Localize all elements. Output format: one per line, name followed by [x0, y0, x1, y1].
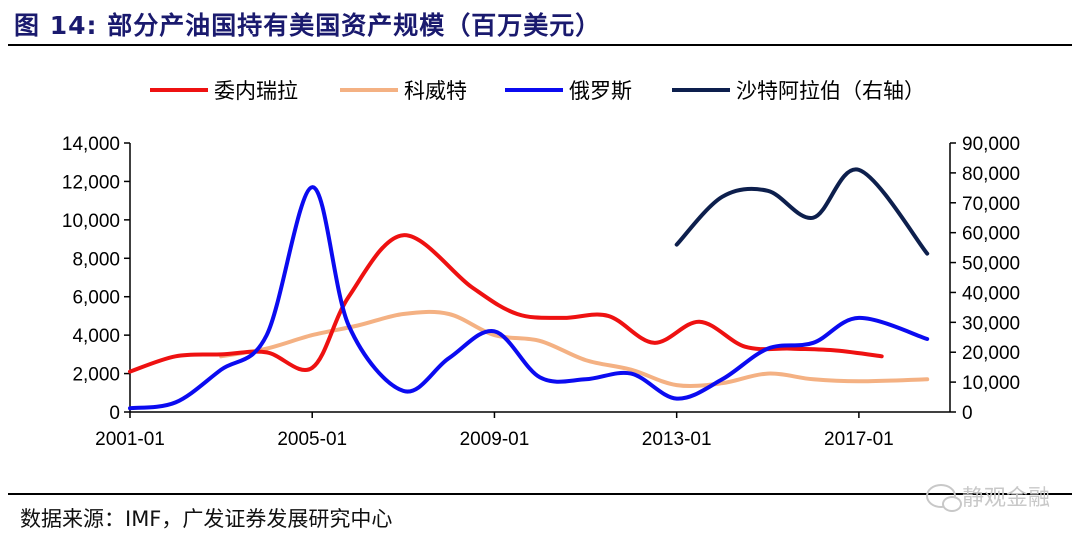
legend-label-2: 俄罗斯 — [569, 79, 632, 103]
series-lines — [128, 167, 930, 411]
chart-title: 图 14: 部分产油国持有美国资产规模（百万美元） — [14, 11, 602, 40]
left-tick-label: 12,000 — [62, 172, 120, 193]
right-tick-label: 90,000 — [962, 134, 1020, 155]
x-tick-label: 2001-01 — [95, 429, 165, 450]
legend-label-0: 委内瑞拉 — [214, 79, 298, 103]
left-tick-label: 6,000 — [72, 288, 120, 309]
right-tick-label: 0 — [962, 403, 973, 424]
series-line-1 — [219, 309, 930, 388]
source-rule — [8, 493, 1072, 495]
x-tick-label: 2013-01 — [642, 429, 712, 450]
right-tick-label: 20,000 — [962, 343, 1020, 364]
left-tick-label: 14,000 — [62, 134, 120, 155]
series-line-0 — [128, 233, 884, 374]
right-tick-label: 40,000 — [962, 283, 1020, 304]
right-tick-label: 50,000 — [962, 254, 1020, 275]
legend-label-1: 科威特 — [404, 79, 467, 103]
watermark-text: 静观金融 — [961, 486, 1050, 511]
source-note: 数据来源：IMF，广发证券发展研究中心 — [20, 507, 393, 531]
legend-label-3: 沙特阿拉伯（右轴） — [736, 79, 925, 103]
wechat-icon — [925, 484, 962, 512]
title-rule — [8, 44, 1072, 46]
right-tick-label: 60,000 — [962, 224, 1020, 245]
left-tick-label: 10,000 — [62, 211, 120, 232]
left-tick-label: 0 — [109, 403, 120, 424]
left-tick-label: 4,000 — [72, 326, 120, 347]
x-tick-label: 2017-01 — [824, 429, 894, 450]
right-tick-label: 10,000 — [962, 373, 1020, 394]
axes: 0 2,000 4,000 6,000 8,000 10,000 12,000 14,000 0… — [62, 134, 1020, 450]
right-tick-label: 80,000 — [962, 164, 1020, 185]
right-tick-label: 30,000 — [962, 313, 1020, 334]
left-tick-label: 8,000 — [72, 249, 120, 270]
right-tick-label: 70,000 — [962, 194, 1020, 215]
x-tick-label: 2009-01 — [460, 429, 530, 450]
series-line-2 — [128, 185, 930, 411]
left-tick-label: 2,000 — [72, 365, 120, 386]
watermark: 静观金融 — [925, 480, 1050, 512]
series-line-3 — [674, 167, 930, 256]
x-tick-label: 2005-01 — [277, 429, 347, 450]
legend: 委内瑞拉 科威特 俄罗斯 沙特阿拉伯（右轴） — [150, 79, 925, 103]
